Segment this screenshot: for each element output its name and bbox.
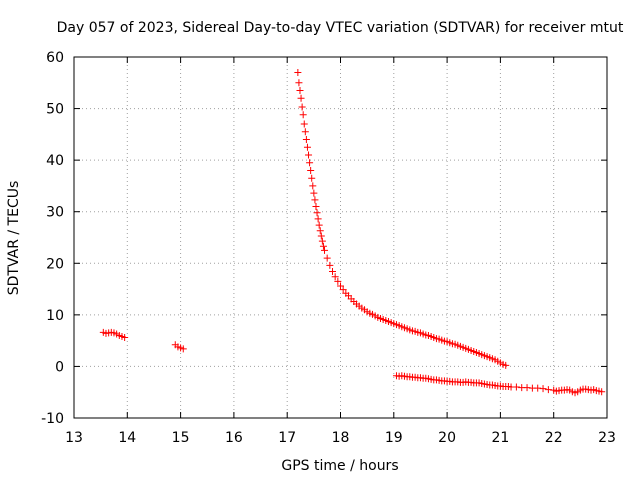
data-point: [523, 384, 531, 392]
data-point: [301, 128, 309, 136]
x-tick-label: 18: [332, 430, 350, 446]
data-point: [302, 136, 310, 144]
data-point: [323, 254, 331, 262]
chart-title: Day 057 of 2023, Sidereal Day-to-day VTE…: [57, 20, 624, 36]
data-point: [314, 215, 322, 223]
x-tick-labels: 13 14 15 16 17 18 19 20 21 22 23: [65, 430, 616, 446]
data-point: [319, 242, 327, 250]
data-point: [502, 361, 510, 369]
axis-ticks: [73, 56, 608, 419]
data-point: [539, 385, 547, 393]
data-point: [337, 282, 344, 290]
y-tick-label: -10: [41, 411, 64, 427]
data-point: [295, 79, 303, 87]
x-tick-label: 15: [172, 430, 190, 446]
data-points: [99, 68, 606, 397]
x-axis-label: GPS time / hours: [281, 458, 398, 474]
x-tick-label: 13: [65, 430, 83, 446]
data-point: [339, 286, 347, 294]
data-point: [311, 196, 319, 204]
data-point: [534, 384, 542, 392]
x-tick-label: 20: [438, 430, 456, 446]
grid: [74, 57, 607, 418]
data-point: [308, 174, 316, 182]
y-tick-label: 20: [46, 256, 64, 272]
y-tick-label: 0: [55, 359, 64, 375]
y-axis-label: SDTVAR / TECUs: [6, 181, 22, 296]
data-point: [294, 68, 302, 76]
y-tick-label: 60: [46, 50, 64, 66]
data-point: [598, 388, 606, 396]
data-point: [309, 182, 317, 190]
data-point: [512, 383, 520, 391]
data-point: [298, 103, 306, 111]
x-tick-label: 16: [225, 430, 243, 446]
y-tick-label: 30: [46, 205, 64, 221]
y-tick-label: 40: [46, 153, 64, 169]
data-point: [296, 87, 304, 95]
data-point: [326, 261, 334, 269]
x-tick-label: 17: [278, 430, 296, 446]
x-tick-label: 21: [491, 430, 509, 446]
data-point: [300, 120, 308, 128]
data-point: [316, 227, 324, 235]
data-point: [544, 386, 552, 394]
y-tick-label: 50: [46, 102, 64, 118]
data-point: [310, 189, 318, 197]
data-point: [329, 268, 337, 276]
data-point: [318, 237, 326, 245]
data-point: [121, 334, 129, 342]
data-point: [331, 273, 339, 281]
data-point: [321, 246, 329, 254]
x-tick-label: 22: [545, 430, 563, 446]
data-point: [299, 111, 307, 119]
x-tick-label: 23: [598, 430, 616, 446]
data-point: [334, 277, 342, 285]
x-tick-label: 19: [385, 430, 403, 446]
data-point: [317, 232, 325, 240]
data-point: [312, 203, 320, 211]
y-tick-label: 10: [46, 308, 64, 324]
x-tick-label: 14: [118, 430, 136, 446]
y-tick-labels: -10 0 10 20 30 40 50 60: [41, 50, 64, 427]
data-point: [297, 94, 305, 102]
data-point: [315, 221, 323, 229]
data-point: [305, 151, 313, 159]
data-point: [307, 166, 315, 174]
data-point: [313, 209, 321, 217]
data-point: [179, 345, 187, 353]
data-point: [306, 159, 314, 167]
data-point: [303, 143, 311, 151]
